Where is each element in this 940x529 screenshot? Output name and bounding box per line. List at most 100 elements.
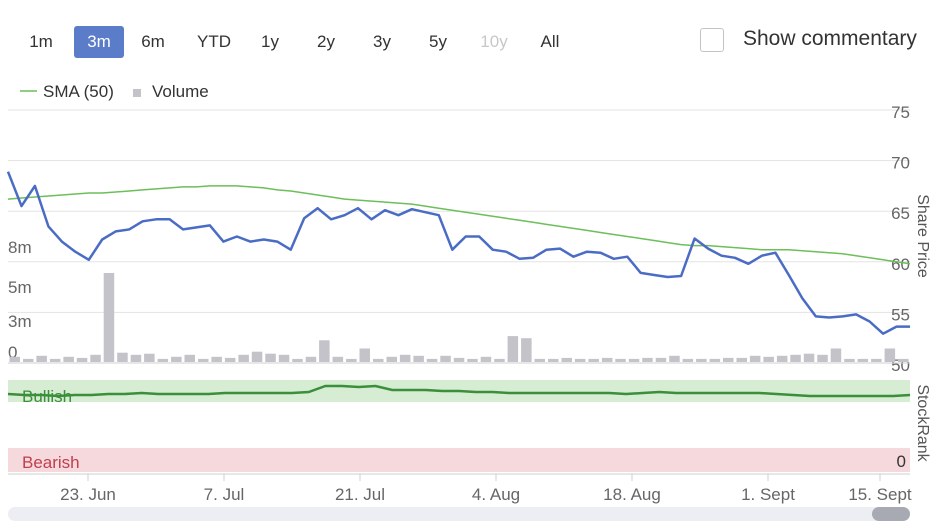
volume-bar <box>884 348 896 362</box>
volume-bar <box>871 358 882 362</box>
volume-bar <box>346 358 357 362</box>
x-tick-label: 21. Jul <box>335 485 385 504</box>
volume-tick-label: 8m <box>8 238 32 257</box>
price-tick-label: 55 <box>891 305 910 324</box>
volume-bar <box>359 348 370 362</box>
volume-bar <box>198 358 209 362</box>
volume-bar <box>251 351 263 362</box>
volume-bar <box>655 357 667 362</box>
navigator-scrollbar[interactable] <box>8 507 910 521</box>
range-button-2y[interactable]: 2y <box>317 32 335 51</box>
volume-bar <box>426 358 438 362</box>
volume-bar <box>224 357 236 362</box>
volume-bar <box>238 354 249 362</box>
volume-tick-label: 3m <box>8 312 32 331</box>
legend-sma-label: SMA (50) <box>43 82 114 101</box>
range-button-1y[interactable]: 1y <box>261 32 279 51</box>
stockrank-axis-title: StockRank <box>914 384 931 462</box>
volume-bar <box>507 336 519 362</box>
volume-bar <box>480 356 492 362</box>
volume-bar <box>9 356 20 362</box>
volume-bar <box>548 358 559 362</box>
volume-bar <box>844 358 855 362</box>
price-tick-label: 75 <box>891 103 910 122</box>
x-tick-label: 7. Jul <box>204 485 245 504</box>
legend-volume-label: Volume <box>152 82 209 101</box>
volume-bar <box>117 352 128 362</box>
volume-bar <box>669 355 680 362</box>
volume-bar <box>144 353 155 362</box>
volume-bar <box>373 358 384 362</box>
volume-bar <box>642 357 653 362</box>
volume-bar <box>184 354 195 362</box>
bearish-band <box>8 448 910 472</box>
volume-bar <box>63 356 74 362</box>
volume-bar <box>615 358 626 362</box>
x-tick-label: 15. Sept <box>848 485 912 504</box>
x-tick-label: 4. Aug <box>472 485 520 504</box>
share-price-axis-title: Share Price <box>914 194 931 278</box>
volume-bar <box>386 356 397 362</box>
volume-bar <box>319 340 330 362</box>
volume-bar <box>494 358 505 362</box>
volume-bar <box>588 358 599 362</box>
volume-bar <box>601 357 613 362</box>
volume-bar <box>171 356 182 362</box>
range-button-1m[interactable]: 1m <box>29 32 53 51</box>
volume-bar <box>776 355 788 362</box>
volume-bar <box>90 354 101 362</box>
range-button-3y[interactable]: 3y <box>373 32 391 51</box>
x-tick-label: 1. Sept <box>741 485 795 504</box>
volume-bar <box>723 357 734 362</box>
volume-bar <box>399 354 411 362</box>
volume-bar <box>830 348 842 362</box>
range-button-10y: 10y <box>480 32 508 51</box>
commentary-checkbox[interactable] <box>700 28 724 52</box>
volume-bar <box>763 356 774 362</box>
x-tick-label: 18. Aug <box>603 485 661 504</box>
volume-bar <box>817 354 828 362</box>
sma-line <box>7 185 911 265</box>
volume-bar <box>749 355 761 362</box>
volume-bar <box>157 358 169 362</box>
volume-bar <box>23 358 34 362</box>
volume-bar <box>898 358 909 362</box>
price-tick-label: 60 <box>891 255 910 274</box>
range-button-5y[interactable]: 5y <box>429 32 447 51</box>
x-tick-label: 23. Jun <box>60 485 116 504</box>
volume-bar <box>36 355 47 362</box>
price-tick-label: 65 <box>891 204 910 223</box>
volume-bar <box>467 358 478 362</box>
price-tick-label: 70 <box>891 154 910 173</box>
range-button-ytd[interactable]: YTD <box>197 32 231 51</box>
volume-tick-label: 5m <box>8 278 32 297</box>
legend-volume-swatch <box>133 89 141 97</box>
volume-bar <box>440 355 451 362</box>
volume-bar <box>561 357 572 362</box>
bearish-label: Bearish <box>22 453 80 472</box>
volume-bar <box>453 357 465 362</box>
scrollbar-thumb[interactable] <box>872 507 910 521</box>
volume-tick-label: 0 <box>8 343 17 362</box>
range-button-6m[interactable]: 6m <box>141 32 165 51</box>
volume-bar <box>292 358 303 362</box>
volume-bar <box>49 358 61 362</box>
price-line <box>6 171 910 335</box>
volume-bar <box>534 358 545 362</box>
volume-bar <box>332 356 344 362</box>
volume-bar <box>521 338 532 362</box>
volume-bar <box>130 354 142 362</box>
stockrank-tick-label: 0 <box>897 452 906 471</box>
volume-bar <box>574 358 586 362</box>
volume-bar <box>790 354 801 362</box>
range-button-all[interactable]: All <box>540 32 560 51</box>
volume-bar <box>803 353 815 362</box>
volume-bar <box>76 357 88 362</box>
volume-bar <box>278 354 290 362</box>
volume-bar <box>736 357 747 362</box>
volume-bar <box>628 358 640 362</box>
range-button-3m[interactable]: 3m <box>74 26 124 58</box>
stockrank-line <box>7 384 911 398</box>
volume-bar <box>682 358 694 362</box>
